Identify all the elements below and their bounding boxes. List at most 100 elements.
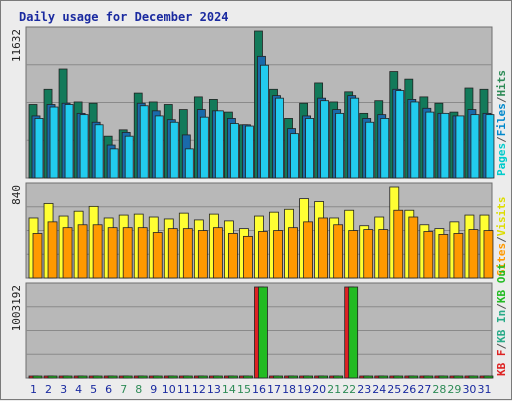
bar-kb-in-day-13: [212, 375, 223, 379]
bar-kb-in-day-24: [378, 375, 389, 379]
bar-sites-day-3: [62, 227, 73, 279]
bar-kb-in-day-17: [273, 375, 283, 379]
panel-2: 840 Sites/Visits: [10, 182, 508, 279]
bar-pages-day-2: [49, 106, 59, 179]
day-label-26: 26: [402, 383, 416, 396]
panel-legend: Sites/Visits: [495, 197, 508, 277]
ymax-label: 840: [10, 185, 23, 205]
bar-pages-day-23: [365, 121, 375, 179]
bar-kb-in-day-22: [348, 286, 359, 379]
bar-sites-day-30: [468, 229, 479, 279]
bar-pages-day-16: [260, 64, 269, 179]
day-label-29: 29: [447, 383, 461, 396]
bar-sites-day-1: [32, 233, 43, 279]
legend-entry: Sites: [495, 243, 508, 276]
bar-pages-day-8: [139, 105, 149, 179]
bar-sites-day-25: [393, 209, 404, 279]
legend-entry: /: [495, 96, 508, 103]
bar-kb-in-day-29: [453, 375, 464, 379]
bar-kb-in-day-6: [107, 375, 118, 379]
bar-sites-day-28: [438, 234, 449, 279]
bar-sites-day-20: [318, 217, 329, 279]
bar-pages-day-29: [455, 115, 465, 179]
bar-kb-in-day-5: [92, 375, 103, 379]
bar-pages-day-22: [350, 97, 360, 179]
bar-sites-day-11: [182, 228, 193, 279]
bar-pages-day-1: [34, 118, 44, 179]
bar-sites-day-9: [152, 232, 163, 279]
bar-sites-day-6: [107, 227, 118, 279]
bar-sites-day-18: [288, 227, 298, 279]
day-label-11: 11: [177, 383, 191, 396]
bar-pages-day-18: [290, 133, 299, 179]
legend-entry: Pages: [495, 143, 508, 176]
bar-sites-day-12: [197, 230, 208, 279]
bar-pages-day-13: [214, 110, 224, 179]
bar-pages-day-19: [305, 118, 314, 179]
legend-entry: KB F: [495, 350, 508, 377]
day-label-28: 28: [432, 383, 446, 396]
bar-pages-day-25: [395, 90, 405, 179]
bar-pages-day-17: [275, 97, 284, 179]
bar-sites-day-13: [212, 227, 223, 279]
day-label-7: 7: [120, 383, 127, 396]
legend-entry: Files: [495, 103, 508, 136]
bar-kb-in-day-31: [483, 375, 494, 379]
bar-kb-in-day-26: [408, 375, 419, 379]
bar-sites-day-16: [258, 231, 268, 279]
bar-pages-day-24: [380, 118, 390, 179]
bar-kb-in-day-27: [423, 375, 434, 379]
bar-kb-in-day-15: [243, 375, 253, 379]
legend-entry: KB In: [495, 310, 508, 343]
day-label-24: 24: [372, 383, 386, 396]
day-label-12: 12: [192, 383, 206, 396]
bar-pages-day-10: [169, 121, 179, 179]
bar-sites-day-5: [92, 224, 103, 279]
legend-entry: Hits: [495, 70, 508, 97]
bar-sites-day-17: [273, 230, 283, 279]
bar-pages-day-12: [199, 116, 209, 179]
day-label-23: 23: [357, 383, 371, 396]
bar-pages-day-26: [410, 101, 420, 179]
legend-entry: /: [495, 236, 508, 243]
day-label-31: 31: [477, 383, 491, 396]
bar-pages-day-27: [425, 111, 435, 179]
legend-entry: KB Out: [495, 263, 508, 303]
bar-sites-day-22: [348, 230, 359, 279]
day-label-27: 27: [417, 383, 431, 396]
bar-pages-day-20: [320, 100, 330, 179]
bar-kb-in-day-4: [77, 375, 88, 379]
bar-kb-in-day-2: [47, 375, 58, 379]
bar-sites-day-7: [122, 227, 133, 279]
day-label-3: 3: [60, 383, 67, 396]
day-label-8: 8: [135, 383, 142, 396]
bar-kb-in-day-28: [438, 375, 449, 379]
day-label-14: 14: [222, 383, 236, 396]
chart-title: Daily usage for December 2024: [19, 10, 229, 24]
panel-legend: KB F/KB In/KB Out: [495, 263, 508, 376]
bar-sites-day-31: [483, 230, 494, 279]
bar-kb-in-day-20: [318, 375, 329, 379]
bar-kb-in-day-23: [363, 375, 374, 379]
day-label-6: 6: [105, 383, 112, 396]
bar-kb-in-day-18: [288, 375, 298, 379]
bar-sites-day-21: [333, 224, 344, 279]
bar-sites-day-8: [137, 227, 148, 279]
bar-kb-in-day-12: [197, 375, 208, 379]
bar-kb-in-day-8: [137, 375, 148, 379]
bar-pages-day-5: [94, 124, 104, 179]
day-label-19: 19: [297, 383, 311, 396]
bar-sites-day-10: [167, 228, 178, 279]
bar-sites-day-24: [378, 229, 389, 279]
bar-pages-day-9: [154, 115, 164, 179]
bar-kb-in-day-19: [303, 375, 313, 379]
day-label-16: 16: [252, 383, 266, 396]
bar-sites-day-26: [408, 216, 419, 279]
day-label-15: 15: [237, 383, 251, 396]
day-label-13: 13: [207, 383, 221, 396]
day-label-4: 4: [75, 383, 82, 396]
